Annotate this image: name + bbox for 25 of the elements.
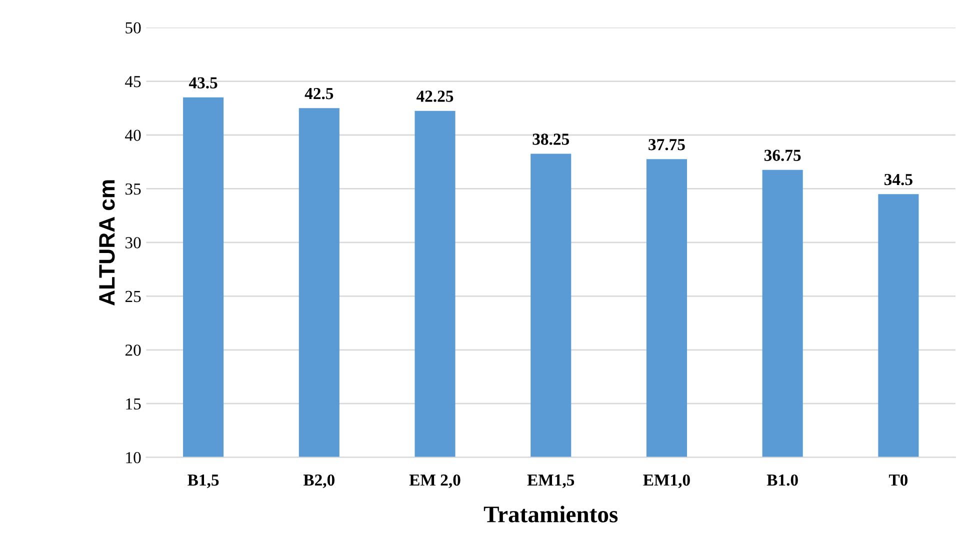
- data-label: 38.25: [532, 134, 570, 145]
- y-tick-label: 40: [125, 130, 141, 141]
- y-tick-label: 20: [125, 344, 141, 356]
- x-tick-label: EM1,0: [643, 474, 690, 488]
- y-tick-label: 45: [125, 76, 141, 88]
- y-tick-label: 35: [126, 183, 141, 195]
- x-tick-label: EM1,5: [527, 474, 574, 488]
- data-label: 36.75: [764, 150, 801, 162]
- x-tick-label: B2,0: [303, 474, 335, 488]
- x-axis-title: Tratamientos: [484, 506, 618, 522]
- data-label: 37.75: [648, 139, 685, 150]
- x-tick-label: EM 2,0: [409, 474, 460, 488]
- data-label: 43.5: [188, 77, 218, 89]
- data-label: 34.5: [884, 174, 912, 186]
- y-tick-label: 25: [125, 290, 141, 302]
- x-tick-label: B1.0: [766, 474, 798, 486]
- y-tick-label: 30: [126, 237, 141, 248]
- data-label: 42.25: [416, 90, 454, 102]
- x-tick-label: B1,5: [188, 474, 219, 488]
- y-axis-title: ALTURA cm: [99, 180, 115, 306]
- y-tick-label: 50: [126, 22, 141, 34]
- data-label: 42.5: [304, 88, 334, 100]
- x-tick-label: T0: [888, 474, 908, 486]
- y-tick-label: 10: [126, 452, 141, 464]
- y-tick-label: 15: [126, 398, 141, 410]
